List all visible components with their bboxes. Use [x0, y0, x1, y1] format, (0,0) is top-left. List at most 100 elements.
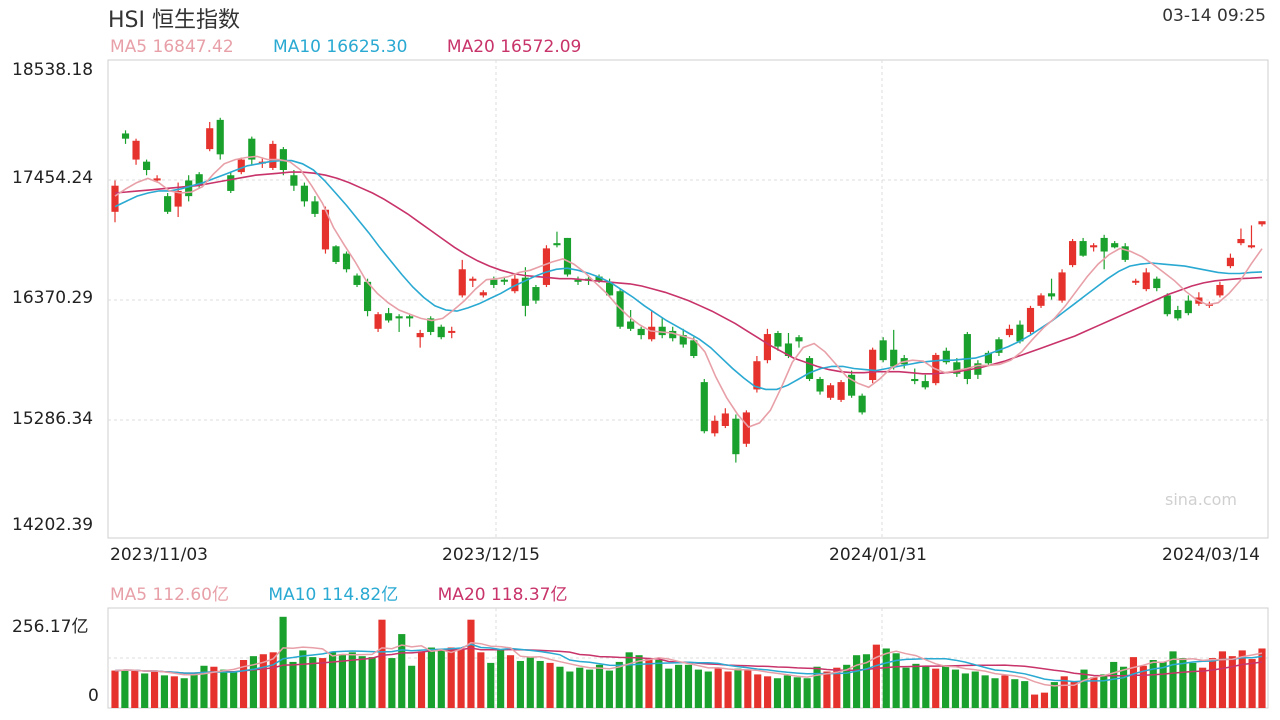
volume-bar — [1199, 667, 1207, 708]
volume-bar — [803, 678, 811, 708]
volume-bar — [170, 676, 178, 708]
candle-body — [921, 381, 929, 388]
volume-bar — [922, 665, 930, 708]
x-tick-label: 2023/11/03 — [110, 545, 208, 565]
candle-body — [290, 175, 298, 186]
candle-body — [1047, 293, 1056, 297]
y-tick-label: 17454.24 — [12, 168, 94, 188]
volume-bar — [160, 675, 169, 708]
volume-bar — [1139, 665, 1147, 708]
volume-bar — [892, 653, 900, 708]
candle-body — [963, 334, 971, 379]
candle-body — [995, 339, 1003, 353]
volume-bar — [1169, 651, 1177, 708]
volume-bar — [457, 648, 465, 708]
candle-body — [269, 143, 277, 168]
candle-body — [1079, 241, 1087, 256]
volume-bar — [269, 652, 277, 708]
candle-body — [395, 316, 403, 319]
legend-vol-ma20: MA20 118.37亿 — [437, 585, 568, 605]
candle-body — [374, 314, 382, 329]
volume-bar — [595, 664, 604, 708]
volume-bar — [1129, 657, 1138, 708]
volume-bar — [1070, 681, 1078, 708]
candle-body — [911, 378, 919, 382]
price-panel-frame — [107, 59, 1269, 539]
candle-body — [342, 253, 351, 270]
volume-bar — [398, 634, 406, 708]
candle-body — [1037, 295, 1045, 306]
volume-ma-legend: MA5 112.60亿 MA10 114.82亿 MA20 118.37亿 — [110, 580, 601, 605]
candle-body — [721, 413, 729, 426]
volume-bar — [625, 652, 633, 708]
candle-body — [121, 133, 130, 139]
volume-bar — [813, 666, 821, 708]
candle-body — [984, 352, 992, 364]
volume-bar — [487, 662, 495, 708]
volume-bar — [665, 668, 673, 708]
candle-body — [321, 209, 330, 250]
candle-body — [132, 140, 140, 160]
volume-bar — [230, 671, 238, 708]
candle-body — [700, 382, 708, 432]
y-tick-label: 16370.29 — [12, 288, 94, 308]
candle-body — [142, 161, 151, 171]
candle-body — [1247, 245, 1256, 248]
candle-body — [1258, 221, 1266, 225]
volume-bar — [744, 669, 752, 708]
y-tick-label: 14202.39 — [12, 515, 94, 535]
volume-bar — [1189, 662, 1197, 708]
volume-bar — [427, 647, 435, 708]
volume-bar — [1238, 650, 1246, 708]
legend-ma10: MA10 16625.30 — [273, 37, 408, 57]
candle-body — [606, 282, 614, 296]
candle-body — [627, 321, 635, 329]
candle-body — [1100, 237, 1108, 252]
volume-bar — [576, 667, 584, 708]
candle-body — [1069, 241, 1077, 266]
volume-bar — [388, 658, 396, 708]
candle-body — [1226, 257, 1235, 267]
candle-body — [953, 362, 961, 374]
volume-bar — [675, 664, 683, 708]
candle-body — [1132, 280, 1140, 283]
volume-bar — [783, 675, 791, 708]
volume-bar — [1011, 679, 1019, 708]
volume-bar — [1060, 676, 1068, 708]
candle-body — [1142, 272, 1150, 290]
volume-bar — [694, 669, 702, 708]
candle-body — [227, 175, 235, 191]
candle-body — [890, 349, 898, 367]
volume-bar — [902, 667, 910, 708]
volume-bar — [1248, 659, 1256, 708]
candle-body — [500, 279, 508, 282]
volume-bar — [477, 652, 485, 708]
candle-body — [1058, 272, 1066, 301]
legend-vol-ma5: MA5 112.60亿 — [110, 585, 229, 605]
candle-body — [153, 178, 161, 181]
volume-bar — [843, 664, 851, 708]
candle-body — [848, 374, 856, 396]
volume-bar — [338, 654, 347, 708]
volume-bar — [932, 668, 940, 708]
volume-bar — [645, 659, 653, 708]
candle-body — [1216, 284, 1224, 296]
volume-bar — [259, 654, 267, 708]
volume-bar — [378, 619, 386, 708]
candle-body — [490, 279, 498, 285]
volume-bar — [131, 670, 139, 708]
volume-bar — [1258, 648, 1266, 708]
volume-bar — [1090, 677, 1098, 708]
vol-ma5-line — [114, 641, 1263, 687]
volume-bar — [971, 671, 979, 708]
candle-body — [216, 119, 224, 155]
volume-bar — [684, 664, 693, 708]
candle-body — [406, 316, 414, 319]
volume-bar — [319, 658, 327, 708]
candle-body — [784, 343, 793, 356]
candle-body — [648, 326, 656, 340]
volume-bar — [1159, 661, 1167, 708]
volume-bar — [368, 657, 376, 708]
x-tick-label: 2024/03/14 — [1162, 545, 1260, 565]
